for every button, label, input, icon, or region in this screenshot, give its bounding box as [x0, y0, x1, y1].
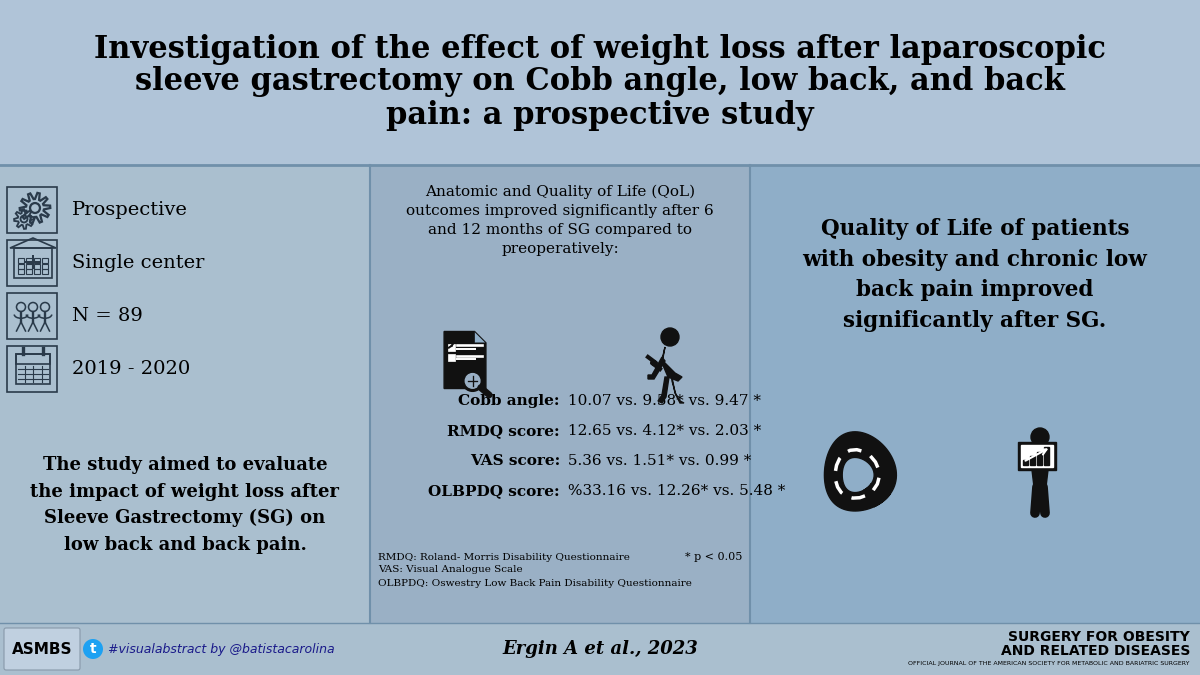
Text: VAS: Visual Analogue Scale: VAS: Visual Analogue Scale [378, 566, 523, 574]
Circle shape [1031, 428, 1049, 446]
Bar [42, 259, 48, 263]
Bar [18, 259, 24, 263]
Text: 5.36 vs. 1.51* vs. 0.99 *: 5.36 vs. 1.51* vs. 0.99 * [563, 454, 751, 468]
Circle shape [462, 371, 484, 392]
Text: Investigation of the effect of weight loss after laparoscopic: Investigation of the effect of weight lo… [94, 34, 1106, 65]
Text: sleeve gastrectomy on Cobb angle, low back, and back: sleeve gastrectomy on Cobb angle, low ba… [136, 66, 1064, 97]
FancyBboxPatch shape [4, 628, 80, 670]
FancyBboxPatch shape [7, 346, 58, 392]
Polygon shape [658, 377, 670, 403]
FancyBboxPatch shape [0, 0, 1200, 165]
Polygon shape [444, 331, 486, 389]
FancyBboxPatch shape [370, 165, 750, 623]
Circle shape [466, 373, 480, 388]
FancyBboxPatch shape [7, 240, 58, 286]
Text: #visualabstract by @batistacarolina: #visualabstract by @batistacarolina [108, 643, 335, 655]
Bar [1021, 445, 1054, 467]
Bar [42, 269, 48, 274]
Text: The study aimed to evaluate
the impact of weight loss after
Sleeve Gastrectomy (: The study aimed to evaluate the impact o… [30, 456, 340, 554]
FancyBboxPatch shape [7, 293, 58, 339]
Circle shape [83, 639, 103, 659]
Text: Quality of Life of patients
with obesity and chronic low
back pain improved
sign: Quality of Life of patients with obesity… [803, 218, 1147, 331]
Text: OLBPDQ score:: OLBPDQ score: [428, 484, 560, 498]
Bar [18, 264, 24, 269]
FancyBboxPatch shape [0, 165, 370, 623]
Text: VAS score:: VAS score: [469, 454, 560, 468]
Polygon shape [1032, 447, 1048, 487]
Polygon shape [824, 432, 896, 511]
Text: Ergin A et al., 2023: Ergin A et al., 2023 [502, 640, 698, 658]
Text: 12.65 vs. 4.12* vs. 2.03 *: 12.65 vs. 4.12* vs. 2.03 * [563, 424, 761, 438]
Text: SURGERY FOR OBESITY: SURGERY FOR OBESITY [1008, 630, 1190, 644]
Polygon shape [474, 331, 486, 343]
Text: OFFICIAL JOURNAL OF THE AMERICAN SOCIETY FOR METABOLIC AND BARIATRIC SURGERY: OFFICIAL JOURNAL OF THE AMERICAN SOCIETY… [908, 662, 1190, 666]
Text: t: t [90, 642, 96, 656]
Text: ASMBS: ASMBS [12, 641, 72, 657]
Bar [1022, 460, 1027, 465]
Text: * p < 0.05: * p < 0.05 [685, 552, 742, 562]
Text: Single center: Single center [72, 254, 204, 272]
Bar [34, 269, 40, 274]
Polygon shape [648, 357, 665, 379]
Bar [1030, 456, 1034, 465]
Text: RMDQ score:: RMDQ score: [448, 424, 560, 438]
Text: Cobb angle:: Cobb angle: [458, 394, 560, 408]
Bar [16, 354, 50, 364]
Text: RMDQ: Roland- Morris Disability Questionnaire: RMDQ: Roland- Morris Disability Question… [378, 553, 630, 562]
Text: Anatomic and Quality of Life (QoL)
outcomes improved significantly after 6
and 1: Anatomic and Quality of Life (QoL) outco… [406, 184, 714, 256]
Bar [34, 259, 40, 263]
Bar [1044, 447, 1049, 465]
Bar [14, 248, 52, 278]
Text: 2019 - 2020: 2019 - 2020 [72, 360, 191, 378]
Text: pain: a prospective study: pain: a prospective study [386, 100, 814, 131]
Text: OLBPDQ: Oswestry Low Back Pain Disability Questionnaire: OLBPDQ: Oswestry Low Back Pain Disabilit… [378, 578, 692, 587]
Bar [18, 269, 24, 274]
Bar [26, 269, 32, 274]
Bar [448, 354, 455, 361]
Bar [1037, 452, 1042, 465]
FancyBboxPatch shape [7, 187, 58, 233]
FancyBboxPatch shape [750, 165, 1200, 623]
Bar [26, 259, 32, 263]
Bar [1018, 442, 1056, 470]
Text: 10.07 vs. 9.58* vs. 9.47 *: 10.07 vs. 9.58* vs. 9.47 * [563, 394, 761, 408]
Polygon shape [662, 347, 682, 381]
Bar [42, 264, 48, 269]
Bar [16, 354, 50, 384]
Bar [448, 344, 455, 350]
Text: Prospective: Prospective [72, 201, 188, 219]
Text: N = 89: N = 89 [72, 307, 143, 325]
Bar [26, 264, 32, 269]
Polygon shape [672, 377, 684, 403]
Bar [34, 264, 40, 269]
Circle shape [661, 328, 679, 346]
Text: %33.16 vs. 12.26* vs. 5.48 *: %33.16 vs. 12.26* vs. 5.48 * [563, 484, 785, 498]
Text: AND RELATED DISEASES: AND RELATED DISEASES [1001, 644, 1190, 658]
FancyBboxPatch shape [0, 623, 1200, 675]
